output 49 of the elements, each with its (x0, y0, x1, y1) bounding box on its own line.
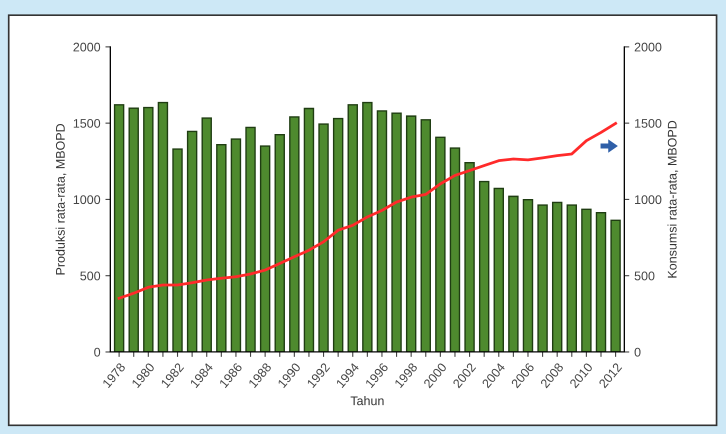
y2-tick-label: 2000 (634, 42, 662, 52)
bar (158, 102, 168, 352)
bar (508, 196, 519, 352)
bar (274, 134, 285, 352)
y-tick-label: 500 (80, 272, 100, 280)
bar (143, 106, 154, 352)
y2-tick-label: 1500 (635, 118, 662, 128)
bar (202, 117, 212, 352)
y-tick-label: 0 (94, 348, 100, 357)
bar (128, 108, 139, 352)
x-axis-title: Tahun (350, 396, 384, 406)
y2-tick-label: 1000 (635, 195, 662, 204)
y2-axis-title: Konsumsi rata-rata, MBOPD (667, 120, 678, 278)
bar (391, 112, 402, 352)
bar (494, 188, 504, 352)
bar (581, 208, 592, 352)
y-tick-label: 2000 (73, 42, 100, 52)
bar (362, 102, 373, 352)
y-axis-title: Produksi rata-rata, MBOPD (56, 124, 66, 274)
bar (566, 204, 578, 352)
bar (435, 136, 446, 352)
bar (478, 180, 490, 352)
bar (348, 104, 358, 352)
line-series (118, 122, 617, 300)
bar (537, 204, 548, 352)
y2-tick-label: 0 (634, 348, 641, 357)
bar (114, 104, 124, 352)
bar (610, 220, 621, 352)
y2-tick-label: 500 (634, 272, 654, 280)
bar (450, 147, 460, 352)
bar (186, 130, 198, 352)
bar (596, 212, 606, 352)
bar (216, 144, 227, 352)
bar (318, 123, 329, 352)
bar (304, 108, 314, 352)
bar (260, 145, 270, 352)
bar (464, 162, 475, 352)
bar (420, 119, 431, 352)
bar (245, 126, 256, 352)
bar (172, 148, 183, 352)
bar (522, 199, 534, 352)
bar (230, 138, 242, 352)
bar (552, 202, 562, 352)
y-tick-label: 1500 (74, 118, 100, 128)
bar (332, 118, 344, 352)
bar (406, 115, 416, 352)
bar (289, 116, 300, 352)
bar (376, 110, 388, 352)
y-tick-label: 1000 (74, 195, 100, 204)
